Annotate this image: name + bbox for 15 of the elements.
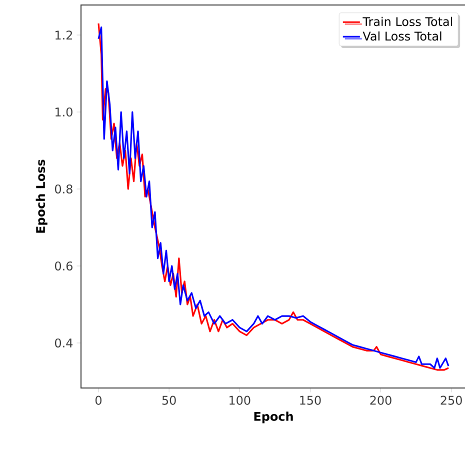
x-tick-label: 50 — [162, 396, 176, 405]
y-tick-label: 1.0 — [56, 107, 72, 117]
y-tick-label: 0.6 — [54, 261, 72, 270]
y-tick-label: 0.8 — [54, 184, 72, 194]
x-tick-label: 250 — [440, 396, 462, 405]
legend-label: Train Loss Total — [362, 16, 452, 26]
x-tick-label: 150 — [300, 396, 321, 405]
y-tick-label: 1.2 — [56, 30, 72, 40]
x-axis-title: Epoch — [254, 412, 293, 424]
x-tick-label: 0 — [95, 396, 102, 405]
y-tick-label: 0.4 — [54, 338, 73, 348]
x-tick-label: 100 — [230, 396, 250, 405]
y-axis-title: Epoch Loss — [36, 160, 48, 233]
x-tick-label: 200 — [370, 396, 392, 405]
legend-label: Val Loss Total — [362, 31, 442, 41]
